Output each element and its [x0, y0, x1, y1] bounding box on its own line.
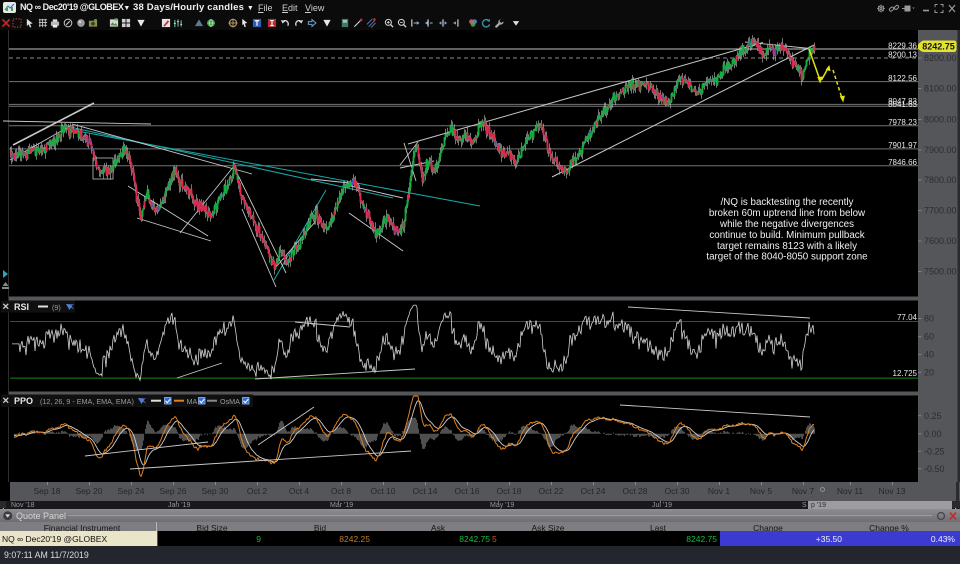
svg-text:8041.63: 8041.63: [888, 100, 917, 109]
svg-text:80: 80: [924, 314, 934, 324]
svg-text:broken 60m uptrend line from b: broken 60m uptrend line from below: [709, 208, 866, 219]
svg-text:0.00: 0.00: [924, 429, 942, 439]
svg-text:-0.50: -0.50: [924, 464, 945, 474]
svg-text:8242.75: 8242.75: [922, 42, 955, 52]
svg-text:77.04: 77.04: [897, 313, 918, 322]
svg-text:12.725: 12.725: [893, 369, 918, 378]
svg-text:while the negative divergences: while the negative divergences: [719, 219, 854, 230]
svg-text:RSI: RSI: [14, 302, 29, 312]
svg-text:8200.13: 8200.13: [888, 50, 917, 59]
svg-text:7500.00: 7500.00: [924, 267, 957, 277]
svg-text:continue to build. Minimum pul: continue to build. Minimum pullback: [709, 230, 864, 241]
svg-text:40: 40: [924, 350, 934, 360]
svg-text:(12, 26, 9 - EMA, EMA, EMA): (12, 26, 9 - EMA, EMA, EMA): [40, 397, 134, 406]
svg-text:8047.83: 8047.83: [888, 97, 917, 106]
svg-text:7901.97: 7901.97: [888, 141, 917, 150]
svg-text:8122.56: 8122.56: [888, 74, 917, 83]
svg-text:-0.25: -0.25: [924, 446, 945, 456]
svg-text:8000.00: 8000.00: [924, 115, 957, 125]
svg-text:7846.66: 7846.66: [888, 158, 917, 167]
svg-text:target of the 8040-8050 suppor: target of the 8040-8050 support zone: [706, 252, 868, 263]
svg-text:MA: MA: [187, 397, 198, 406]
svg-text:8229.36: 8229.36: [888, 41, 917, 50]
svg-text:7978.23: 7978.23: [888, 118, 917, 127]
svg-text:0.25: 0.25: [924, 411, 942, 421]
svg-text:PPO: PPO: [14, 396, 33, 406]
svg-text:target remains 8123 with a lik: target remains 8123 with a likely: [717, 241, 857, 252]
svg-text:60: 60: [924, 332, 934, 342]
svg-text:(9): (9): [52, 303, 61, 312]
svg-text:OsMA: OsMA: [220, 397, 240, 406]
svg-text:/NQ is backtesting the recentl: /NQ is backtesting the recently: [721, 197, 854, 208]
svg-text:✕: ✕: [2, 396, 10, 406]
svg-text:7900.00: 7900.00: [924, 145, 957, 155]
svg-text:8100.00: 8100.00: [924, 84, 957, 94]
svg-text:✕: ✕: [2, 302, 10, 312]
svg-text:7800.00: 7800.00: [924, 175, 957, 185]
svg-text:20: 20: [924, 368, 934, 378]
svg-text:8200.00: 8200.00: [924, 53, 957, 63]
svg-text:7600.00: 7600.00: [924, 236, 957, 246]
svg-text:7700.00: 7700.00: [924, 206, 957, 216]
